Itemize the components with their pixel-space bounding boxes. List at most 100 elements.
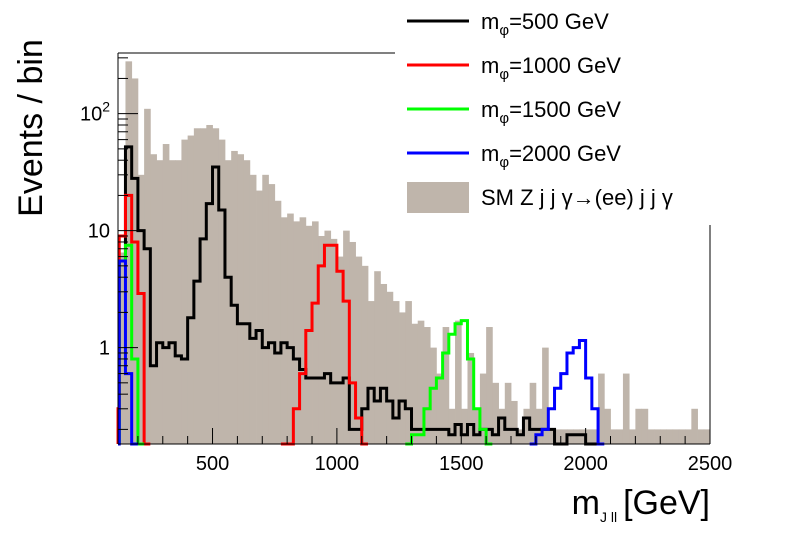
background-bin-72 [566, 429, 574, 444]
background-bin-56 [467, 352, 475, 444]
legend-label-2: mφ=1500 GeV [481, 97, 621, 127]
background-bin-48 [417, 320, 425, 444]
background-bin-89 [672, 429, 680, 444]
background-bin-23 [262, 174, 269, 444]
x-axis-label: mJ ll [GeV] [572, 484, 710, 525]
background-bin-52 [442, 327, 450, 444]
background-bin-47 [411, 323, 419, 444]
background-bin-94 [703, 429, 711, 444]
background-bin-65 [523, 408, 531, 444]
background-bin-26 [280, 217, 288, 444]
background-bin-74 [579, 429, 587, 444]
y-tick-label: 102 [80, 99, 110, 126]
background-bin-75 [585, 429, 593, 444]
background-bin-38 [355, 256, 363, 444]
background-bin-81 [622, 373, 630, 444]
background-bin-83 [635, 408, 642, 444]
background-bin-58 [479, 373, 487, 444]
background-bin-53 [448, 408, 456, 444]
background-bin-80 [616, 429, 624, 444]
axis-ticks [118, 57, 711, 444]
background-bin-34 [330, 238, 338, 444]
x-tick-label: 2500 [688, 453, 733, 475]
legend-swatch-4 [407, 182, 469, 213]
x-tick-label: 500 [196, 453, 229, 475]
background-bin-29 [299, 217, 307, 444]
background-bin-45 [399, 312, 406, 444]
background-bin-15 [212, 128, 220, 445]
x-tick-label: 1500 [439, 453, 484, 475]
background-bin-64 [517, 429, 524, 444]
background-bin-88 [666, 429, 674, 444]
background-bin-20 [243, 160, 251, 445]
background-bin-0 [119, 252, 126, 444]
background-bin-63 [511, 400, 518, 444]
x-axis-label-sub: J ll [600, 509, 617, 525]
background-bin-86 [654, 429, 661, 444]
x-tick-label: 1000 [315, 453, 360, 475]
background-bin-16 [218, 139, 226, 444]
background-bin-59 [486, 327, 493, 444]
legend-label-0: mφ=500 GeV [481, 9, 609, 39]
background-bin-36 [343, 230, 350, 444]
background-bin-69 [548, 429, 555, 444]
background-bin-67 [535, 408, 543, 444]
background-bin-32 [318, 235, 325, 444]
background-bin-17 [224, 160, 232, 445]
legend-label-3: mφ=2000 GeV [481, 141, 621, 171]
background-bin-93 [697, 429, 705, 444]
background-bin-73 [573, 429, 580, 444]
background-bin-31 [312, 221, 319, 444]
background-bin-25 [274, 200, 282, 444]
background-bin-39 [361, 265, 369, 444]
background-bin-8 [168, 160, 176, 445]
background-bin-28 [293, 221, 300, 444]
background-bin-12 [193, 128, 201, 445]
background-bin-61 [498, 408, 506, 444]
y-axis-label: Events / bin [12, 39, 50, 217]
background-bin-24 [268, 184, 276, 444]
background-bin-68 [542, 347, 549, 444]
background-bin-27 [287, 213, 294, 444]
background-bin-70 [554, 429, 562, 444]
signal-histogram-layer [116, 145, 605, 446]
background-bin-11 [187, 135, 195, 444]
signal-series-4 [117, 259, 605, 446]
background-bin-4 [144, 108, 151, 444]
background-bin-42 [380, 283, 388, 444]
background-bin-44 [392, 301, 400, 444]
background-bin-19 [237, 154, 245, 444]
y-tick-label: 1 [99, 338, 110, 360]
background-bin-5 [150, 154, 157, 444]
x-axis-label-main: m [572, 484, 600, 522]
background-bin-78 [604, 408, 611, 444]
y-tick-label-exponent: 2 [102, 99, 110, 115]
legend-label-4: SM Z j j γ→(ee) j j γ [481, 185, 673, 210]
background-bin-71 [560, 429, 568, 444]
background-bin-21 [249, 174, 257, 444]
background-bin-79 [610, 429, 618, 444]
background-bin-55 [461, 408, 468, 444]
background-bin-66 [529, 382, 537, 444]
background-bin-40 [367, 301, 375, 444]
background-bin-77 [598, 373, 605, 444]
background-bin-90 [678, 429, 686, 444]
background-bin-33 [324, 230, 332, 444]
background-bin-22 [256, 190, 263, 444]
background-bin-7 [162, 144, 170, 444]
background-bin-84 [641, 408, 649, 444]
background-bin-18 [231, 150, 238, 444]
background-bin-46 [405, 301, 412, 444]
background-bin-37 [349, 241, 356, 444]
legend: mφ=500 GeV mφ=1000 GeV mφ=1500 GeV mφ=2000 … [395, 0, 725, 225]
x-tick-label: 2000 [563, 453, 608, 475]
background-bin-2 [131, 78, 139, 444]
legend-label-1: mφ=1000 GeV [481, 53, 621, 83]
background-bin-43 [386, 291, 394, 444]
background-bin-62 [504, 382, 512, 444]
background-bin-92 [691, 408, 698, 444]
background-bin-10 [181, 139, 189, 444]
background-bin-14 [206, 124, 213, 444]
background-bin-87 [660, 429, 667, 444]
